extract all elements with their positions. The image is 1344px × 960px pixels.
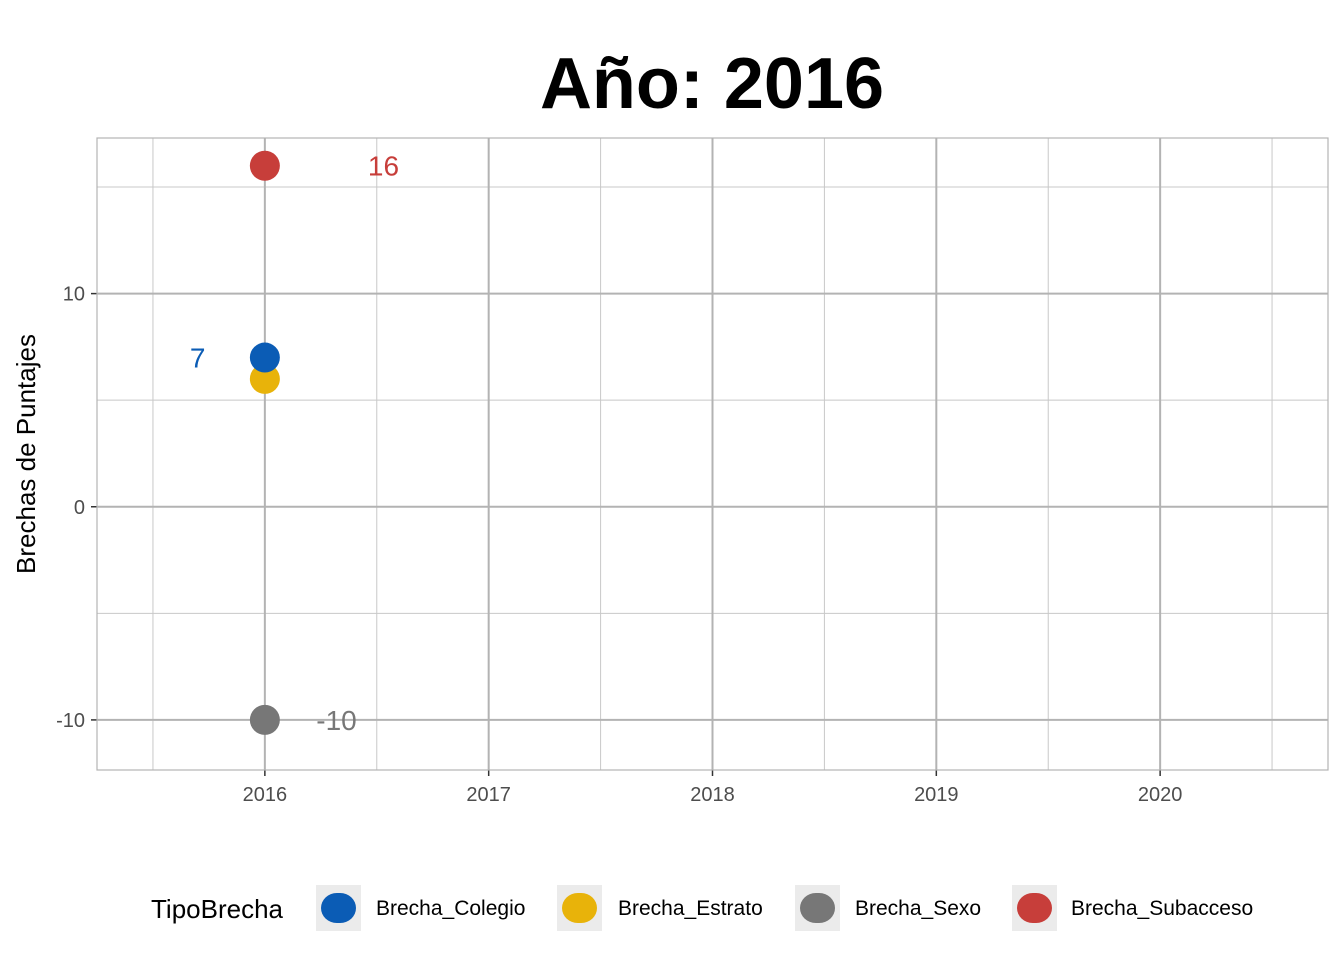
chart-title: Año: 2016	[540, 44, 884, 124]
x-tick-label: 2018	[690, 784, 735, 806]
legend-marker-icon	[800, 893, 835, 923]
legend: TipoBrecha Brecha_Colegio Brecha_Estrato B…	[0, 884, 1344, 932]
data-label-brecha_sexo: -10	[316, 705, 356, 736]
x-tick-label: 2019	[914, 784, 959, 806]
legend-marker-icon	[1017, 893, 1052, 923]
legend-title: TipoBrecha	[151, 894, 283, 924]
legend-label: Brecha_Subacceso	[1071, 897, 1254, 920]
legend-key-brecha_estrato	[557, 885, 602, 931]
x-tick-label: 2020	[1138, 784, 1183, 806]
legend-marker-icon	[321, 893, 356, 923]
point-brecha_sexo	[249, 704, 280, 735]
legend-label: Brecha_Sexo	[855, 897, 982, 920]
data-label-brecha_subacceso: 16	[368, 151, 399, 182]
y-axis-label: Brechas de Puntajes	[11, 334, 41, 574]
y-tick-label: 0	[74, 497, 85, 519]
point-brecha_estrato	[249, 363, 280, 394]
x-tick-label: 2016	[243, 784, 288, 806]
legend-label: Brecha_Estrato	[618, 897, 763, 920]
legend-key-brecha_sexo	[795, 885, 840, 931]
data-label-brecha_colegio: 7	[190, 343, 206, 374]
panel-border	[96, 137, 1329, 771]
point-brecha_subacceso	[249, 150, 280, 181]
point-brecha_colegio	[249, 342, 280, 373]
x-tick-label: 2017	[466, 784, 511, 806]
y-tick-label: 10	[63, 284, 85, 306]
legend-marker-icon	[562, 893, 597, 923]
legend-label: Brecha_Colegio	[376, 897, 526, 920]
legend-key-brecha_subacceso	[1012, 885, 1057, 931]
y-tick-label: -10	[56, 710, 85, 732]
legend-key-brecha_colegio	[316, 885, 361, 931]
